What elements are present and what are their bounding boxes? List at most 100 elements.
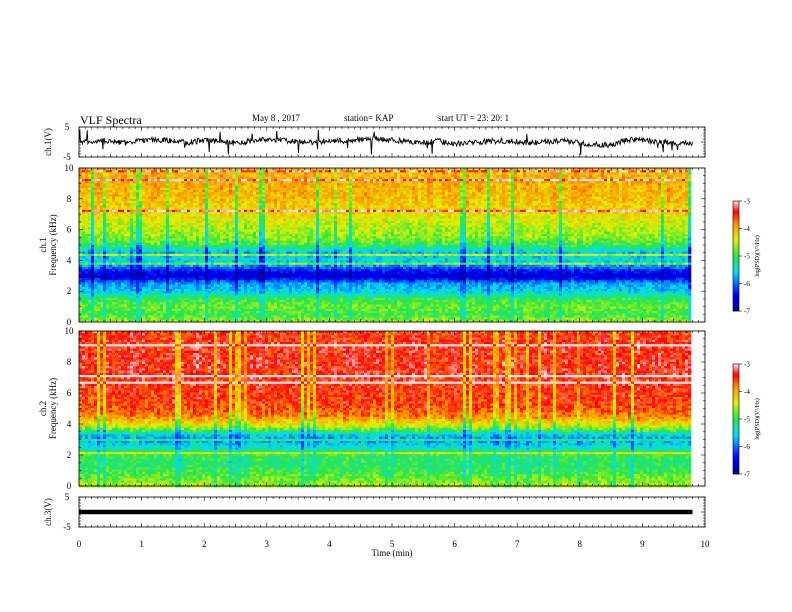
psd-cell [673, 192, 677, 195]
psd-cell [265, 185, 269, 189]
psd-cell [103, 214, 107, 217]
psd-cell [430, 183, 434, 186]
psd-cell [202, 203, 206, 206]
psd-cell [454, 212, 458, 215]
psd-cell [340, 176, 344, 180]
psd-cell [340, 170, 344, 173]
psd-cell [436, 190, 440, 193]
psd-cell [499, 170, 503, 173]
psd-cell [238, 207, 242, 211]
psd-cell [289, 196, 293, 200]
psd-cell [178, 187, 182, 191]
psd-cell [256, 209, 260, 213]
psd-cell [265, 214, 269, 217]
psd-cell [661, 201, 665, 204]
psd-cell [322, 176, 326, 180]
psd-cell [82, 183, 86, 186]
psd-cell [670, 207, 674, 211]
psd-cell [412, 187, 416, 191]
psd-cell [238, 205, 242, 208]
psd-cell [514, 183, 518, 186]
psd-cell [187, 196, 191, 200]
psd-cell [529, 198, 533, 202]
psd-cell [637, 183, 641, 186]
psd-cell [160, 185, 164, 189]
psd-cell [487, 170, 491, 173]
psd-cell [481, 179, 485, 182]
psd-cell [91, 185, 95, 189]
psd-cell [517, 216, 521, 219]
psd-cell [685, 168, 689, 171]
psd-cell [238, 214, 242, 217]
psd-cell [145, 192, 149, 195]
psd-cell [103, 185, 107, 189]
psd-cell [250, 218, 254, 222]
psd-cell [610, 172, 614, 175]
psd-cell [139, 168, 143, 171]
psd-cell [466, 192, 470, 195]
psd-cell [430, 190, 434, 193]
psd-cell [232, 218, 236, 222]
psd-cell [550, 198, 554, 202]
psd-cell [562, 181, 566, 184]
psd-cell [376, 205, 380, 208]
psd-cell [616, 212, 620, 215]
psd-cell [319, 179, 323, 182]
psd-cell [406, 185, 410, 189]
psd-cell [589, 179, 593, 182]
psd-cell [520, 190, 524, 193]
psd-cell [517, 209, 521, 213]
psd-cell [130, 196, 134, 200]
psd-cell [529, 192, 533, 195]
psd-cell [100, 172, 104, 175]
psd-cell [472, 185, 476, 189]
psd-cell [79, 172, 83, 175]
psd-cell [256, 174, 260, 178]
psd-cell [313, 214, 317, 217]
psd-cell [178, 207, 182, 211]
psd-cell [490, 212, 494, 215]
psd-cell [220, 212, 224, 215]
psd-cell [592, 176, 596, 180]
psd-cell [553, 183, 557, 186]
psd-cell [523, 201, 527, 204]
psd-cell [145, 174, 149, 178]
psd-cell [472, 205, 476, 208]
psd-cell [649, 212, 653, 215]
psd-cell [646, 179, 650, 182]
psd-cell [466, 170, 470, 173]
psd-cell [403, 205, 407, 208]
psd-cell [349, 212, 353, 215]
psd-cell [550, 216, 554, 219]
psd-cell [367, 207, 371, 211]
psd-cell [307, 212, 311, 215]
psd-cell [463, 179, 467, 182]
psd-cell [178, 214, 182, 217]
psd-cell [280, 209, 284, 213]
psd-cell [676, 181, 680, 184]
psd-cell [109, 172, 113, 175]
psd-cell [295, 203, 299, 206]
psd-cell [340, 212, 344, 215]
psd-cell [580, 205, 584, 208]
psd-cell [466, 179, 470, 182]
psd-cell [445, 205, 449, 208]
psd-cell [655, 201, 659, 204]
psd-cell [112, 205, 116, 208]
psd-cell [583, 207, 587, 211]
psd-cell [550, 205, 554, 208]
psd-cell [352, 203, 356, 206]
psd-cell [682, 205, 686, 208]
psd-cell [217, 174, 221, 178]
psd-cell [562, 187, 566, 191]
psd-cell [370, 190, 374, 193]
psd-cell [193, 190, 197, 193]
psd-cell [433, 179, 437, 182]
psd-cell [115, 181, 119, 184]
psd-cell [235, 205, 239, 208]
psd-cell [469, 194, 473, 197]
psd-cell [196, 181, 200, 184]
psd-cell [226, 218, 230, 222]
psd-cell [370, 179, 374, 182]
psd-cell [157, 203, 161, 206]
